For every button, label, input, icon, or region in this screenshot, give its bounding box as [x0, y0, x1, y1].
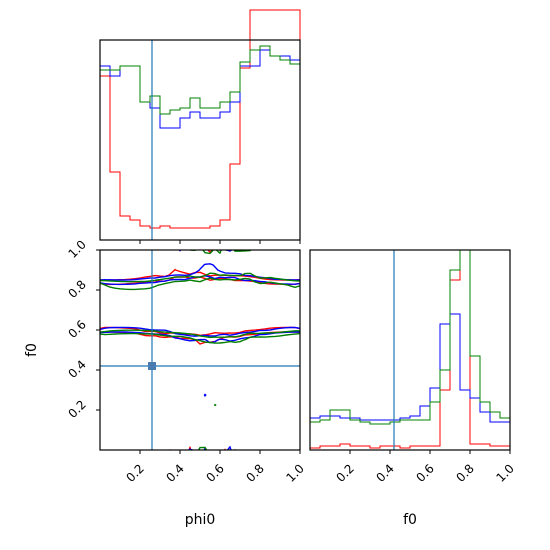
- joint-y-ticks: 0.2 0.4 0.6 0.8 1.0: [65, 237, 100, 421]
- f0-x-tick-label-4: 1.0: [493, 461, 516, 484]
- phi0-hist-series-1: [99, 49, 301, 240]
- phi0-marginal-frame: [99, 39, 301, 241]
- phi0-x-tick-label-3: 0.8: [243, 461, 266, 484]
- f0-x-tick-label-1: 0.4: [373, 461, 396, 484]
- f0-y-tick-label-1: 0.4: [65, 357, 88, 380]
- joint-contours: [100, 250, 300, 450]
- f0-histogram-series: [310, 250, 510, 450]
- f0-marginal-frame: [309, 249, 511, 451]
- joint-contour-1-1: [100, 275, 300, 337]
- phi0-hist-series-0: [99, 9, 301, 240]
- joint-panel: 0.2 0.4 0.6 0.8 1.0 0.2 0.4 0.6 0.8 1.0 phi0 f0: [24, 237, 307, 528]
- truth-marker: [148, 362, 156, 370]
- phi0-marginal-ticks: [139, 240, 301, 244]
- phi0-x-tick-label-0: 0.2: [123, 461, 146, 484]
- joint-contour-0-1: [100, 276, 300, 337]
- f0-x-tick-label-0: 0.2: [333, 461, 356, 484]
- phi0-hist-series-2: [99, 45, 301, 240]
- f0-y-tick-label-3: 0.8: [65, 277, 88, 300]
- joint-contour-2-1: [100, 277, 300, 339]
- f0-hist-series-2: [310, 250, 510, 450]
- phi0-marginal-panel: [99, 9, 301, 244]
- f0-x-ticks: 0.2 0.4 0.6 0.8 1.0: [333, 450, 517, 485]
- y-axis-label-f0: f0: [24, 343, 40, 357]
- f0-y-tick-label-0: 0.2: [65, 397, 88, 420]
- x-axis-label-phi0: phi0: [185, 512, 216, 528]
- joint-x-ticks: 0.2 0.4 0.6 0.8 1.0: [123, 450, 307, 485]
- f0-x-tick-label-3: 0.8: [453, 461, 476, 484]
- phi0-x-tick-label-2: 0.6: [203, 461, 226, 484]
- phi0-x-tick-label-1: 0.4: [163, 461, 186, 484]
- joint-frame: [99, 249, 301, 451]
- f0-y-tick-label-4: 1.0: [65, 237, 88, 260]
- f0-x-tick-label-2: 0.6: [413, 461, 436, 484]
- f0-hist-series-0: [310, 250, 510, 450]
- f0-y-tick-label-2: 0.6: [65, 317, 88, 340]
- phi0-histogram-series: [99, 9, 301, 240]
- f0-marginal-panel: 0.2 0.4 0.6 0.8 1.0 f0: [309, 249, 517, 528]
- x-axis-label-f0: f0: [403, 512, 417, 528]
- phi0-x-tick-label-4: 1.0: [283, 461, 306, 484]
